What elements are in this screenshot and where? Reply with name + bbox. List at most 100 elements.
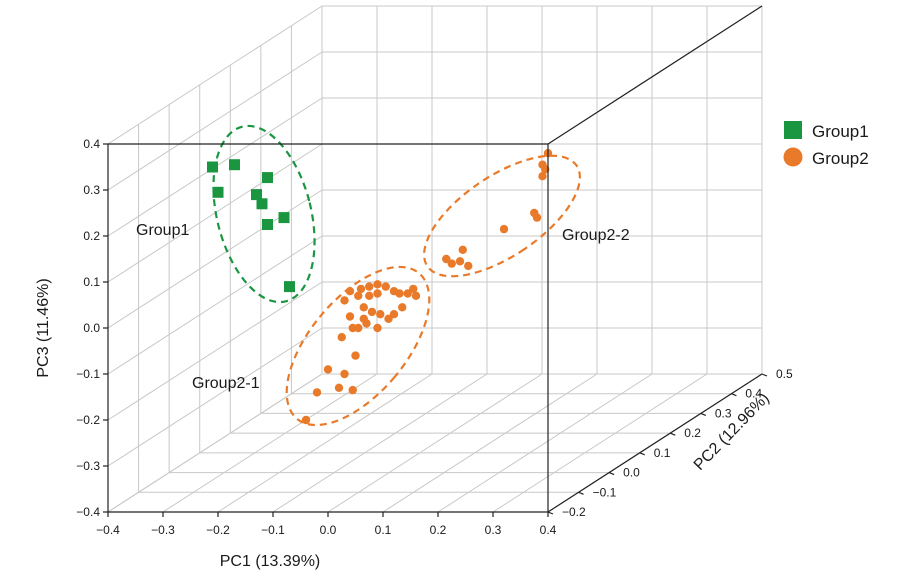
y-tick-mark — [700, 412, 707, 416]
y-tick-mark — [761, 373, 768, 377]
grid-line — [107, 5, 323, 145]
z-tick-label: 0.4 — [83, 137, 100, 151]
point-group2 — [301, 415, 311, 425]
grid-line — [492, 373, 708, 513]
point-group2 — [409, 284, 418, 294]
y-tick-mark — [670, 432, 676, 436]
y-tick-label: 0.5 — [776, 367, 793, 381]
grid-line — [382, 373, 598, 513]
grid-line — [107, 235, 323, 375]
point-group2 — [403, 289, 412, 298]
x-tick-label: 0.1 — [375, 523, 392, 537]
point-group1 — [278, 212, 290, 224]
x-tick-label: 0.4 — [540, 523, 557, 537]
ellipse-group2-2 — [423, 154, 581, 278]
grid-line — [437, 373, 653, 513]
point-group2 — [398, 303, 407, 312]
grid-line — [217, 373, 433, 513]
z-tick-label: 0.0 — [83, 321, 100, 335]
point-group2 — [362, 319, 371, 328]
point-group2 — [365, 291, 374, 300]
point-group2 — [356, 284, 366, 294]
legend-marker-group2 — [783, 147, 803, 167]
point-group2 — [354, 291, 363, 300]
data-points — [207, 149, 553, 425]
y-tick-label: 0.0 — [623, 466, 640, 480]
point-group2 — [395, 289, 404, 298]
point-group2 — [334, 383, 344, 392]
cluster-ellipses — [212, 124, 581, 427]
point-group1 — [262, 219, 273, 230]
y-axis-line — [547, 373, 763, 513]
y-tick-label: 0.1 — [654, 446, 671, 460]
legend-marker-group1 — [784, 121, 802, 139]
point-group1 — [262, 172, 273, 184]
z-tick-label: 0.2 — [83, 229, 100, 243]
point-group2 — [351, 351, 360, 360]
point-group2 — [348, 385, 357, 395]
left-wall-grid — [107, 5, 323, 513]
grid-line — [107, 327, 323, 467]
y-tick-label: 0.3 — [715, 406, 732, 420]
x-axis-title: PC1 (13.39%) — [220, 553, 321, 570]
z-tick-label: −0.4 — [76, 505, 100, 519]
z-tick-label: −0.1 — [76, 367, 100, 381]
point-group1 — [251, 189, 262, 201]
point-group1 — [256, 198, 268, 210]
x-axis-ticks: −0.4 −0.3 −0.2 −0.1 0.0 0.1 0.2 0.3 0.4 — [96, 512, 557, 537]
z-tick-label: −0.2 — [76, 413, 100, 427]
grid-line — [107, 51, 323, 191]
y-tick-mark — [547, 511, 554, 515]
y-tick-label: −0.2 — [562, 505, 586, 519]
x-tick-label: 0.3 — [485, 523, 502, 537]
legend-label-group2: Group2 — [812, 149, 869, 168]
point-group2 — [345, 312, 355, 321]
point-group2 — [376, 310, 385, 319]
point-group2 — [345, 287, 355, 296]
z-tick-label: −0.3 — [76, 459, 100, 473]
grid-line — [327, 373, 543, 513]
point-group2 — [411, 291, 421, 300]
floor-grid — [107, 373, 763, 513]
y-tick-label: −0.1 — [593, 485, 617, 499]
point-group2 — [442, 254, 451, 264]
z-axis-ticks: −0.4 −0.3 −0.2 −0.1 0.0 0.1 0.2 0.3 0.4 — [76, 137, 108, 519]
y-tick-mark — [731, 393, 737, 397]
x-tick-label: −0.2 — [206, 523, 230, 537]
point-group2 — [384, 314, 393, 323]
grid-line — [272, 373, 488, 513]
point-group1 — [229, 159, 240, 171]
point-group2 — [323, 365, 333, 374]
y-axis-title: PC2 (12.96%) — [691, 390, 773, 474]
point-group1 — [212, 186, 224, 198]
grid-line — [162, 373, 378, 513]
point-group2 — [354, 323, 363, 333]
point-group2 — [340, 296, 349, 305]
point-group2 — [458, 245, 467, 254]
point-group2 — [373, 280, 382, 289]
axis-lines — [107, 5, 763, 513]
point-group2 — [312, 388, 322, 397]
x-tick-label: 0.2 — [430, 523, 447, 537]
cluster-label-group2-2: Group2-2 — [562, 227, 630, 244]
ellipse-group1 — [212, 124, 316, 304]
z-tick-label: 0.1 — [83, 275, 100, 289]
legend: Group1 Group2 — [783, 121, 869, 168]
ellipse-group2-1 — [285, 265, 431, 427]
point-group2 — [455, 257, 465, 266]
point-group1 — [284, 281, 295, 293]
point-group2 — [367, 307, 377, 317]
cluster-label-group2-1: Group2-1 — [192, 375, 260, 392]
point-group2 — [359, 303, 368, 312]
point-group2 — [464, 261, 473, 271]
grid-line — [107, 189, 323, 329]
y-tick-mark — [578, 491, 584, 495]
y-tick-label: 0.4 — [745, 387, 762, 401]
cluster-label-group1: Group1 — [136, 222, 189, 239]
point-group2 — [381, 282, 390, 291]
z-axis-title: PC3 (11.46%) — [35, 278, 52, 377]
x-tick-label: −0.3 — [151, 523, 175, 537]
x-tick-label: −0.4 — [96, 523, 120, 537]
point-group1 — [207, 161, 218, 173]
